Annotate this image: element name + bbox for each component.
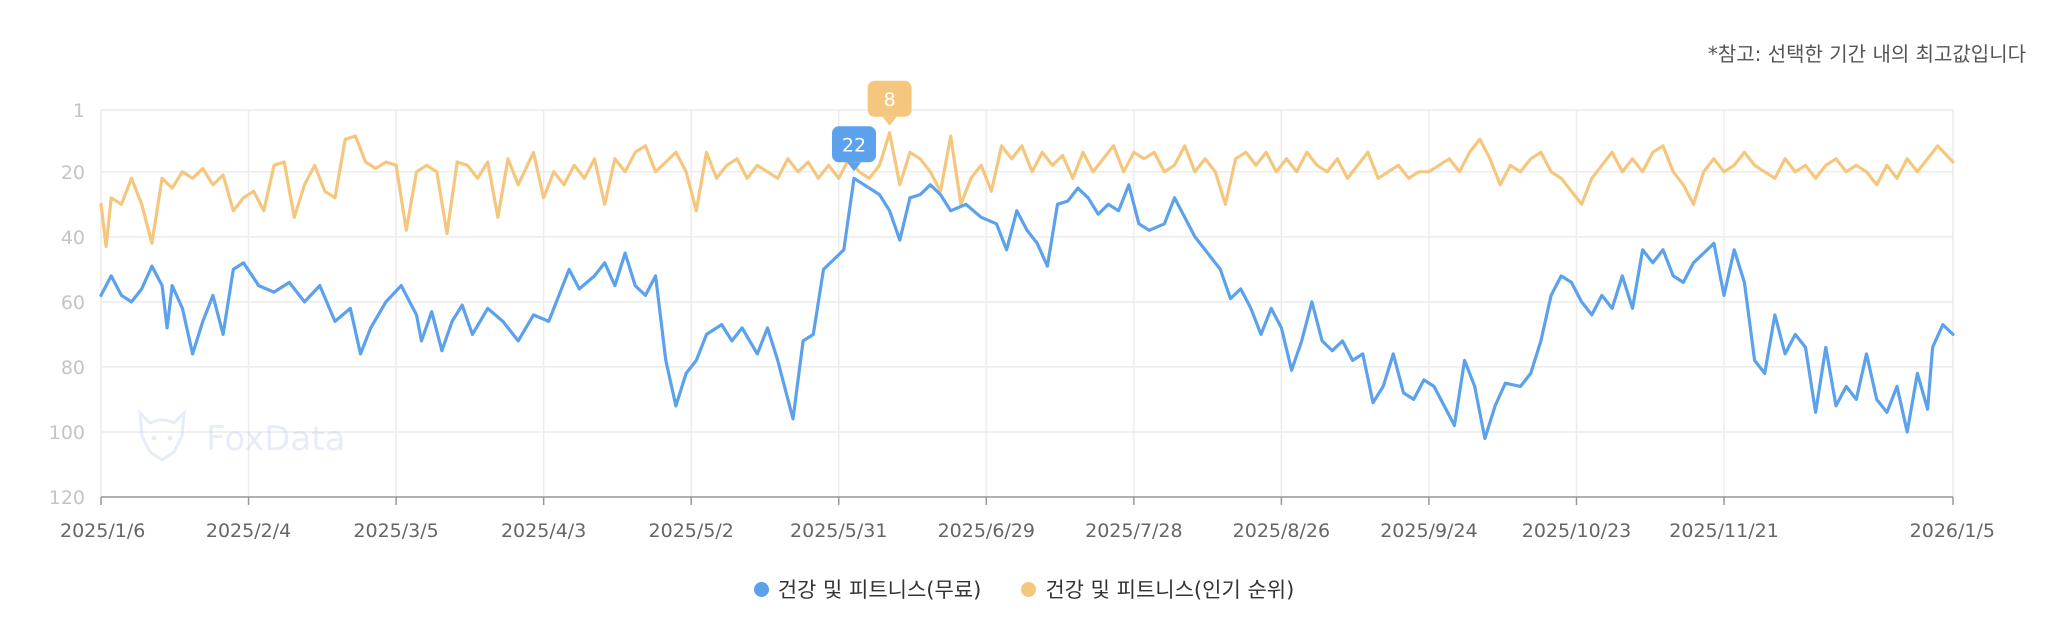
y-tick-label: 80 <box>61 357 85 379</box>
x-tick-label: 2025/10/23 <box>1522 520 1632 542</box>
chart-grid <box>100 109 1954 498</box>
peak-callout-popular: 8 <box>867 80 912 126</box>
x-tick-label: 2025/7/28 <box>1085 520 1182 542</box>
x-tick-label: 2026/1/5 <box>1910 520 1995 542</box>
x-tick-label: 2025/4/3 <box>501 520 586 542</box>
callout-pointer <box>882 116 897 126</box>
x-tick-label: 2025/9/24 <box>1380 520 1477 542</box>
y-tick-label: 1 <box>73 100 85 122</box>
series-line-popular <box>99 131 1955 249</box>
legend-item-popular[interactable]: 건강 및 피트니스(인기 순위) <box>1021 574 1294 604</box>
x-tick-label: 2025/3/5 <box>353 520 438 542</box>
x-axis: 2025/1/6 2025/2/4 2025/3/5 2025/4/3 2025/5/2… <box>60 496 1995 542</box>
x-tick-label: 2025/2/4 <box>206 520 291 542</box>
y-tick-label: 120 <box>49 487 85 509</box>
legend-dot-free <box>753 581 769 597</box>
series-line-free <box>99 176 1955 441</box>
x-tick-label: 2025/6/29 <box>938 520 1035 542</box>
y-tick-label: 20 <box>61 162 85 184</box>
legend-dot-popular <box>1021 581 1037 597</box>
callout-value: 8 <box>884 89 896 111</box>
callout-pointer <box>847 162 862 172</box>
callout-box <box>832 126 877 163</box>
callout-value: 22 <box>842 134 866 156</box>
watermark-text: FoxData <box>206 419 345 459</box>
fox-logo-icon <box>138 409 186 462</box>
legend-label-popular: 건강 및 피트니스(인기 순위) <box>1045 578 1295 602</box>
legend-item-free[interactable]: 건강 및 피트니스(무료) <box>753 574 982 604</box>
callout-box <box>867 80 912 117</box>
y-tick-label: 40 <box>61 227 85 249</box>
x-tick-label: 2025/5/2 <box>649 520 734 542</box>
peak-callouts: 22 8 <box>832 80 912 172</box>
x-tick-label: 2025/5/31 <box>790 520 887 542</box>
x-tick-label: 2025/1/6 <box>60 520 145 542</box>
y-tick-label: 100 <box>49 422 85 444</box>
legend-label-free: 건강 및 피트니스(무료) <box>777 578 982 602</box>
peak-callout-free: 22 <box>832 126 877 172</box>
x-tick-label: 2025/11/21 <box>1669 520 1779 542</box>
series-lines <box>99 131 1955 441</box>
y-tick-label: 60 <box>61 292 85 314</box>
chart-legend: 건강 및 피트니스(무료) 건강 및 피트니스(인기 순위) <box>0 574 2048 604</box>
x-tick-label: 2025/8/26 <box>1233 520 1330 542</box>
chart-note: *참고: 선택한 기간 내의 최고값입니다 <box>1707 42 2026 66</box>
foxdata-watermark: FoxData <box>138 409 345 462</box>
